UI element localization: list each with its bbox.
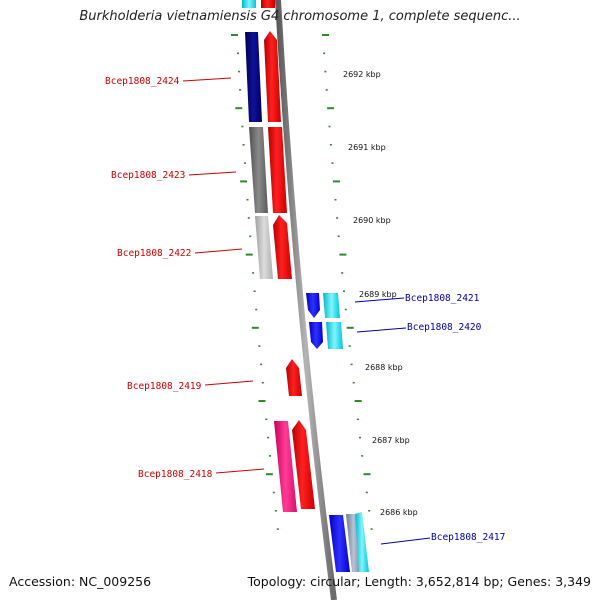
leader-line xyxy=(354,297,405,303)
gene-label-2420[interactable]: Bcep1808_2420 xyxy=(407,322,482,333)
feature-red-2419[interactable] xyxy=(286,359,302,396)
leader-line xyxy=(182,77,232,82)
backbone-arc xyxy=(275,0,337,600)
leader-line xyxy=(215,468,265,474)
feature-cyan-2417[interactable] xyxy=(355,512,369,572)
feature-blue-2417[interactable] xyxy=(329,515,350,572)
tick-marks xyxy=(231,34,373,530)
scale-label: 2688 kbp xyxy=(365,363,403,372)
gene-label-2422[interactable]: Bcep1808_2422 xyxy=(117,248,191,259)
scale-label: 2687 kbp xyxy=(372,436,410,445)
feature-cyan-2421[interactable] xyxy=(323,293,340,318)
leader-line xyxy=(188,171,237,176)
feature-pink-2418[interactable] xyxy=(274,421,297,512)
accession-text: Accession: NC_009256 xyxy=(9,574,152,589)
feature-red-2423[interactable] xyxy=(268,127,287,213)
leader-line xyxy=(194,248,243,254)
feature-red-2422[interactable] xyxy=(273,215,292,279)
feature-cyan-2420[interactable] xyxy=(326,322,343,349)
scale-label: 2692 kbp xyxy=(343,70,381,79)
feature-red-2418[interactable] xyxy=(292,420,315,509)
leader-line xyxy=(356,327,407,333)
feature-red-2424[interactable] xyxy=(264,31,281,122)
gene-label-2418[interactable]: Bcep1808_2418 xyxy=(138,469,213,480)
feature-darkgray-2423[interactable] xyxy=(249,127,268,213)
gene-label-2421[interactable]: Bcep1808_2421 xyxy=(405,293,480,304)
gene-label-2417[interactable]: Bcep1808_2417 xyxy=(431,532,505,543)
topology-summary: Topology: circular; Length: 3,652,814 bp… xyxy=(247,574,591,589)
feature-blue-2421[interactable] xyxy=(306,293,320,318)
scale-label: 2690 kbp xyxy=(353,216,391,225)
feature-blue-2420[interactable] xyxy=(309,322,323,349)
leader-line xyxy=(380,537,431,545)
feature-navy-2424[interactable] xyxy=(245,32,262,122)
scale-label: 2691 kbp xyxy=(348,143,386,152)
feature-lightgray-2422[interactable] xyxy=(255,216,273,279)
scale-label: 2689 kbp xyxy=(359,290,397,299)
scale-label: 2686 kbp xyxy=(380,508,418,517)
gene-label-2423[interactable]: Bcep1808_2423 xyxy=(111,170,185,181)
chromosome-backbone xyxy=(275,0,337,600)
gene-label-2424[interactable]: Bcep1808_2424 xyxy=(105,76,180,87)
feature-steel-2417[interactable] xyxy=(346,514,361,572)
gene-labels: Bcep1808_2424 Bcep1808_2423 Bcep1808_242… xyxy=(105,76,505,545)
gene-features xyxy=(242,0,369,572)
scale-labels: 2692 kbp 2691 kbp 2690 kbp 2689 kbp 2688… xyxy=(343,70,418,517)
map-title: Burkholderia vietnamiensis G4 chromosome… xyxy=(79,9,521,24)
gene-label-2419[interactable]: Bcep1808_2419 xyxy=(127,381,202,392)
feature-red-top[interactable] xyxy=(261,0,275,8)
leader-line xyxy=(204,380,254,386)
feature-cyan-top[interactable] xyxy=(242,0,256,8)
